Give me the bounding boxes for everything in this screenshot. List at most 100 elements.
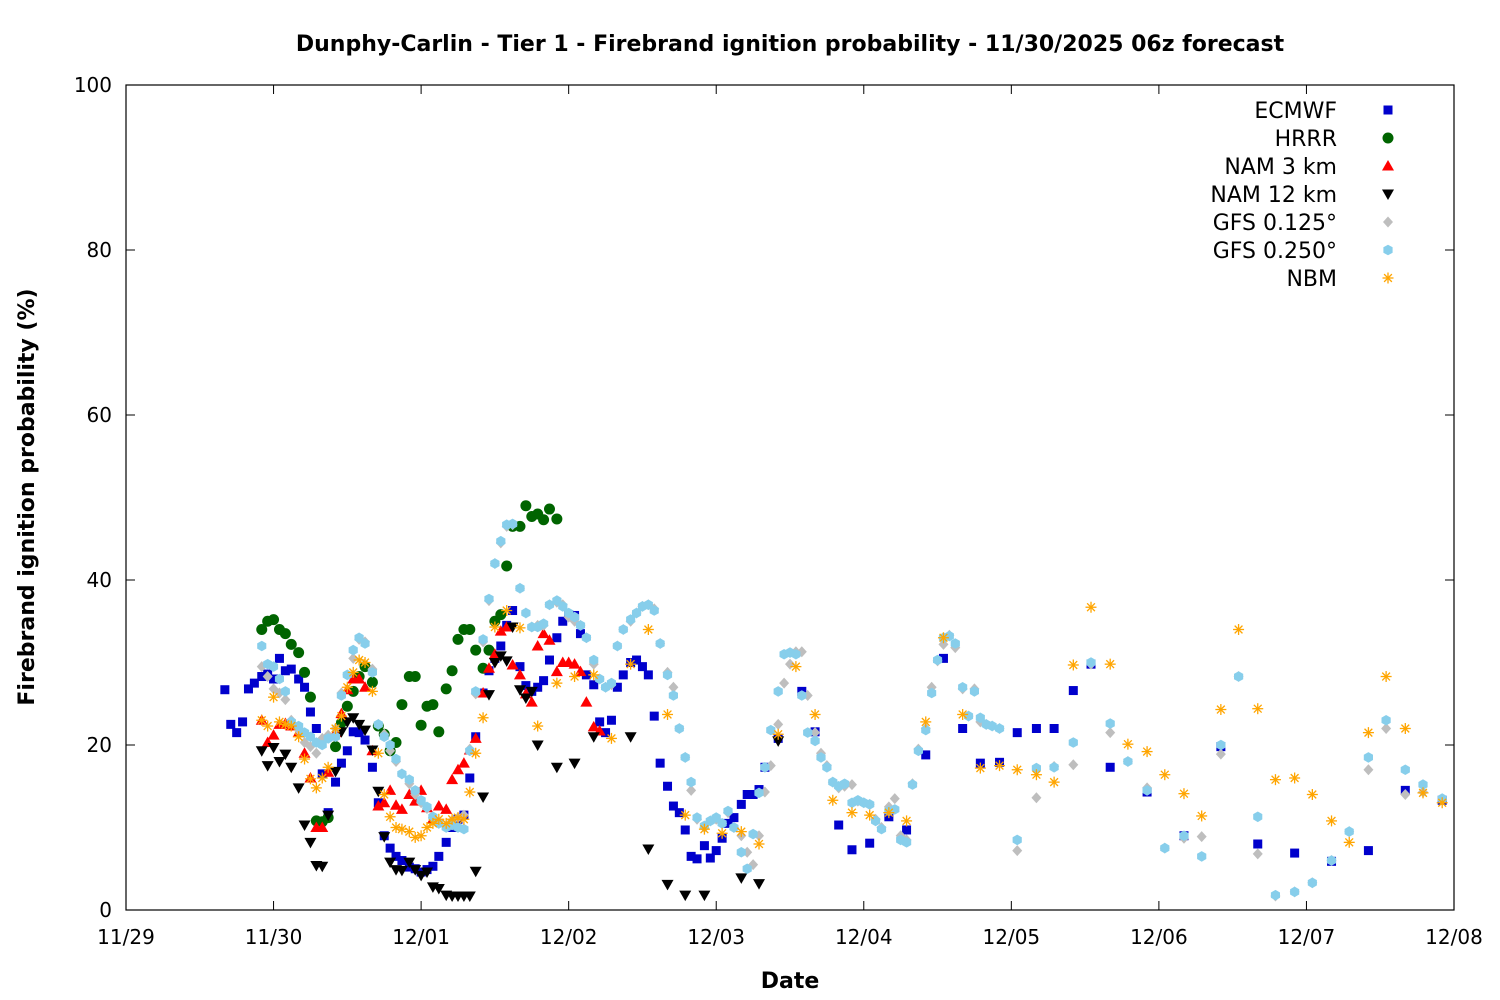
data-point <box>249 678 259 688</box>
series-gfs-0-250 <box>257 518 1447 901</box>
data-point <box>735 826 747 838</box>
data-point <box>624 732 637 743</box>
data-point <box>280 686 290 697</box>
data-point <box>655 758 665 768</box>
data-point <box>514 622 526 634</box>
data-point <box>686 784 697 796</box>
data-point <box>1123 756 1133 767</box>
data-point <box>348 727 358 737</box>
data-point <box>360 638 370 649</box>
data-point <box>840 778 850 790</box>
data-point <box>1400 764 1410 775</box>
asterisk-stroke <box>975 763 985 773</box>
data-point <box>969 686 979 697</box>
asterisk-stroke <box>643 625 653 634</box>
data-point <box>1068 737 1078 748</box>
asterisk-stroke <box>416 831 426 841</box>
data-point <box>716 827 728 839</box>
data-point <box>232 728 242 738</box>
data-point <box>772 728 784 740</box>
data-point <box>698 890 711 902</box>
data-point <box>300 682 310 692</box>
data-point <box>285 762 298 774</box>
data-point <box>409 831 421 843</box>
data-point <box>285 720 297 732</box>
asterisk-stroke <box>453 813 463 822</box>
data-point <box>367 667 377 678</box>
data-point <box>341 717 354 728</box>
data-point <box>1011 764 1023 776</box>
data-point <box>384 811 396 823</box>
data-point <box>1381 715 1391 726</box>
asterisk-stroke <box>847 808 857 817</box>
data-point <box>550 762 563 774</box>
data-point <box>883 807 895 819</box>
data-point <box>465 773 475 783</box>
data-point <box>551 677 563 689</box>
data-point <box>471 686 481 697</box>
asterisk-stroke <box>626 659 635 669</box>
data-point <box>273 757 286 768</box>
data-point <box>304 773 316 785</box>
data-point <box>944 630 954 642</box>
y-tick-label: 60 <box>87 403 112 427</box>
data-point <box>705 853 715 863</box>
data-point <box>692 812 702 823</box>
data-point <box>735 873 748 884</box>
data-point <box>464 786 476 798</box>
data-point <box>569 671 581 683</box>
data-point <box>679 809 691 821</box>
data-point <box>642 844 655 855</box>
data-point <box>1068 759 1079 771</box>
data-point <box>711 846 721 856</box>
asterisk-stroke <box>354 655 364 665</box>
data-point <box>834 820 844 830</box>
data-point <box>1197 851 1207 862</box>
data-point <box>913 745 923 757</box>
data-point <box>421 867 434 879</box>
data-point <box>1048 776 1060 788</box>
data-point <box>717 818 727 829</box>
data-point <box>463 891 476 902</box>
data-point <box>488 658 501 669</box>
asterisk-stroke <box>379 790 389 799</box>
asterisk-stroke <box>1142 747 1152 756</box>
data-point <box>907 779 918 790</box>
legend-marker <box>1382 189 1394 200</box>
data-point <box>1290 886 1300 898</box>
asterisk-stroke <box>348 668 358 677</box>
data-point <box>519 693 532 704</box>
asterisk-stroke <box>939 633 948 643</box>
data-point <box>459 823 469 835</box>
data-point <box>415 870 428 882</box>
data-point <box>632 607 642 619</box>
asterisk-stroke <box>1307 790 1317 799</box>
data-point <box>354 728 364 738</box>
data-point <box>366 685 378 697</box>
data-point <box>1067 659 1079 671</box>
data-point <box>637 662 647 672</box>
asterisk-stroke <box>410 833 420 842</box>
data-point <box>605 732 617 744</box>
data-point <box>323 733 333 744</box>
data-point <box>625 658 637 670</box>
asterisk-stroke <box>385 812 395 822</box>
data-point <box>1436 797 1448 809</box>
data-point <box>434 851 444 861</box>
data-point <box>520 500 532 512</box>
data-point <box>385 843 395 853</box>
data-point <box>506 658 519 670</box>
data-point <box>552 633 562 643</box>
data-point <box>226 719 236 729</box>
data-point <box>427 699 439 711</box>
data-point <box>632 655 642 665</box>
asterisk-stroke <box>1105 659 1115 669</box>
data-point <box>348 652 359 664</box>
data-point <box>316 772 328 784</box>
asterisk-stroke <box>1253 704 1263 714</box>
data-point <box>736 847 746 858</box>
data-point <box>957 708 969 720</box>
data-point <box>446 773 459 785</box>
data-point <box>494 651 507 662</box>
data-point <box>748 828 758 840</box>
